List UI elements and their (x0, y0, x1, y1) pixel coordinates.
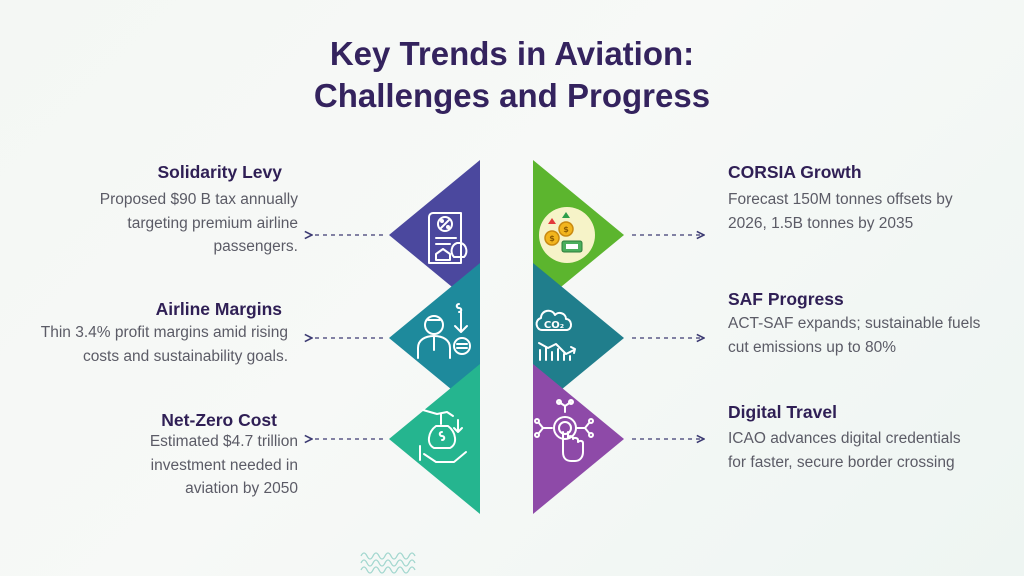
svg-text:$: $ (549, 234, 555, 243)
digital-travel-description: ICAO advances digital credentials for fa… (728, 430, 961, 471)
title-line-2: Challenges and Progress (313, 77, 711, 114)
carbon-offset-coins-icon: $ $ (539, 207, 595, 263)
digital-touch-icon (534, 399, 594, 462)
corsia-growth-description: Forecast 150M tonnes offsets by 2026, 1.… (728, 191, 953, 232)
corsia-growth-heading: CORSIA Growth (728, 162, 862, 182)
decorative-waves (360, 552, 416, 574)
solidarity-levy-shape (389, 160, 480, 310)
title-line-1: Key Trends in Aviation: (329, 35, 695, 72)
solidarity-levy-heading: Solidarity Levy (157, 162, 283, 182)
net-zero-cost-description: Estimated $4.7 trillion investment neede… (149, 433, 298, 497)
net-zero-cost-heading: Net-Zero Cost (161, 410, 277, 430)
investment-hand-icon (419, 409, 467, 463)
saf-progress-description: ACT-SAF expands; sustainable fuels cut e… (728, 315, 981, 356)
saf-progress-shape (533, 263, 624, 413)
tax-receipt-icon (428, 212, 468, 264)
digital-travel-heading: Digital Travel (728, 402, 837, 422)
co2-label: CO₂ (544, 320, 564, 331)
svg-text:$: $ (563, 225, 569, 234)
airline-margins-heading: Airline Margins (155, 299, 282, 319)
solidarity-levy-description: Proposed $90 B tax annually targeting pr… (99, 191, 298, 255)
airline-margins-description: Thin 3.4% profit margins amid rising cos… (40, 324, 288, 365)
saf-progress-heading: SAF Progress (728, 289, 844, 309)
co2-cloud-decline-icon: CO₂ (535, 309, 576, 361)
net-zero-cost-shape (389, 364, 480, 514)
stressed-businessman-icon (417, 303, 471, 359)
page-title: Key Trends in Aviation: Challenges and P… (212, 33, 812, 117)
